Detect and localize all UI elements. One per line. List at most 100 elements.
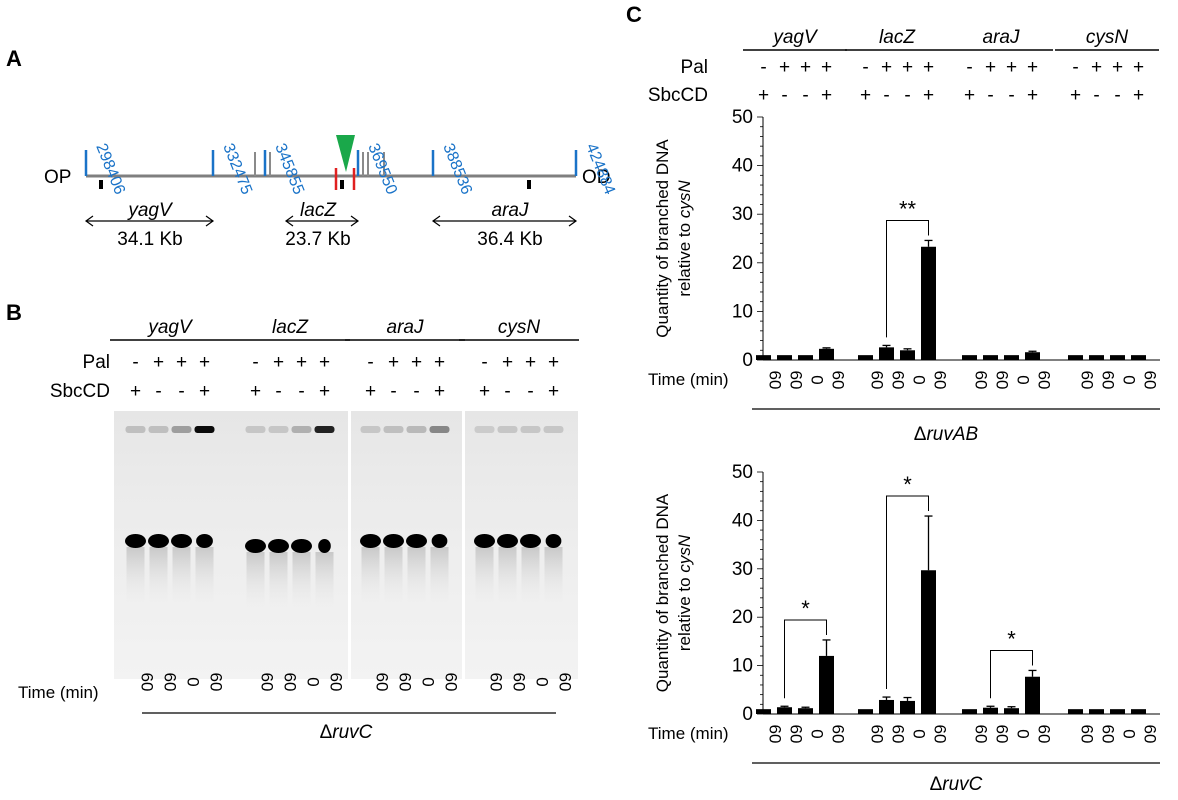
pal-sign: - <box>481 352 487 373</box>
bar <box>1089 355 1104 360</box>
sbccd-sign: - <box>275 381 281 402</box>
gene-header: lacZ <box>272 317 309 338</box>
gel-band-top <box>406 426 427 433</box>
time-value: 60 <box>829 725 848 744</box>
time-value: 60 <box>829 371 848 390</box>
bar <box>1089 709 1104 714</box>
gel-band-top <box>148 426 169 433</box>
pal-sign: + <box>296 352 307 373</box>
y-tick-label: 10 <box>732 656 753 677</box>
y-axis-label-line2: relative to <box>675 218 694 296</box>
gel-smear <box>384 547 403 607</box>
time-value: 60 <box>993 371 1012 390</box>
time-value: 0 <box>419 677 438 686</box>
bar <box>900 700 915 714</box>
pal-sign: + <box>1091 57 1102 78</box>
time-value: 60 <box>556 673 575 692</box>
y-tick-label: 30 <box>732 204 753 225</box>
significance-label: * <box>1007 626 1016 651</box>
pal-sign: + <box>902 57 913 78</box>
gel-band-main <box>268 539 289 553</box>
significance-bracket <box>990 649 1033 699</box>
sbccd-sign: + <box>964 85 975 106</box>
time-value: 60 <box>442 673 461 692</box>
gel-smear <box>126 547 145 607</box>
time-value: 60 <box>207 673 226 692</box>
gel-band-main <box>196 534 213 548</box>
gel-band-top <box>314 426 335 433</box>
time-value: 60 <box>787 725 806 744</box>
sbccd-sign: - <box>178 381 184 402</box>
gel-band-top <box>291 426 312 433</box>
pal-sign: + <box>319 352 330 373</box>
time-value: 0 <box>808 729 827 738</box>
sbccd-sign: + <box>1070 85 1081 106</box>
time-value: 60 <box>993 725 1012 744</box>
time-value: 0 <box>808 375 827 384</box>
bar <box>1110 355 1125 360</box>
time-value: 60 <box>1078 725 1097 744</box>
gel-band-top <box>497 426 518 433</box>
y-tick-label: 20 <box>732 607 753 628</box>
time-label: Time (min) <box>648 724 729 743</box>
sbccd-sign: - <box>904 85 910 106</box>
gel-band-main <box>245 539 266 553</box>
pal-sign: - <box>252 352 258 373</box>
gel-smear <box>361 547 380 607</box>
gel-band-main <box>497 534 518 548</box>
significance-label: * <box>903 472 912 497</box>
region-gene: lacZ <box>300 200 337 221</box>
gel-band-main <box>291 539 312 553</box>
gel-band-main <box>520 534 541 548</box>
bar <box>1004 708 1019 714</box>
y-tick-label: 10 <box>732 301 753 322</box>
y-tick-label: 30 <box>732 559 753 580</box>
time-value: 60 <box>766 371 785 390</box>
gel-band-top <box>520 426 541 433</box>
gel-images <box>114 411 578 679</box>
gel-smear <box>269 552 288 612</box>
time-value: 60 <box>1099 371 1118 390</box>
pal-sign: + <box>176 352 187 373</box>
sbccd-sign: - <box>883 85 889 106</box>
gel-band-top <box>268 426 289 433</box>
region-yagv: yagV 34.1 Kb <box>84 200 215 250</box>
gene-header: cysN <box>1086 27 1129 48</box>
gel-smear <box>195 547 214 607</box>
time-value: 60 <box>327 673 346 692</box>
time-value: 60 <box>1141 371 1160 390</box>
bar <box>921 246 936 360</box>
time-value: 60 <box>766 725 785 744</box>
gel-smear <box>292 552 311 612</box>
chart2-strain-label: ΔruvC <box>930 774 983 795</box>
bar <box>879 347 894 360</box>
bar <box>756 355 771 360</box>
region-size: 36.4 Kb <box>477 229 543 250</box>
time-value: 60 <box>396 673 415 692</box>
pal-sign: + <box>525 352 536 373</box>
probe-marker <box>527 180 531 189</box>
y-axis-label-line1: Quantity of branched DNA <box>653 493 672 692</box>
position-label: 332475 <box>219 141 255 197</box>
pal-sign: + <box>1027 57 1038 78</box>
sbccd-sign: - <box>987 85 993 106</box>
time-value: 0 <box>1014 375 1033 384</box>
time-value: 60 <box>1141 725 1160 744</box>
gel-smear <box>172 547 191 607</box>
pal-label: Pal <box>83 352 110 373</box>
bar <box>1025 352 1040 360</box>
gel-smear <box>315 552 334 612</box>
bar <box>819 348 834 360</box>
pal-sign: + <box>1133 57 1144 78</box>
y-axis-label: Quantity of branched DNA relative to cysN <box>653 139 694 338</box>
time-label: Time (min) <box>648 370 729 389</box>
gel-band-main <box>383 534 404 548</box>
sbccd-sign: - <box>413 381 419 402</box>
probe-marker <box>99 180 103 189</box>
gel-band-main <box>360 534 381 548</box>
gene-header: yagV <box>146 317 194 338</box>
significance-label: ** <box>899 196 917 221</box>
time-value: 60 <box>281 673 300 692</box>
bar <box>858 355 873 360</box>
gel-time-label: Time (min) <box>18 683 99 702</box>
